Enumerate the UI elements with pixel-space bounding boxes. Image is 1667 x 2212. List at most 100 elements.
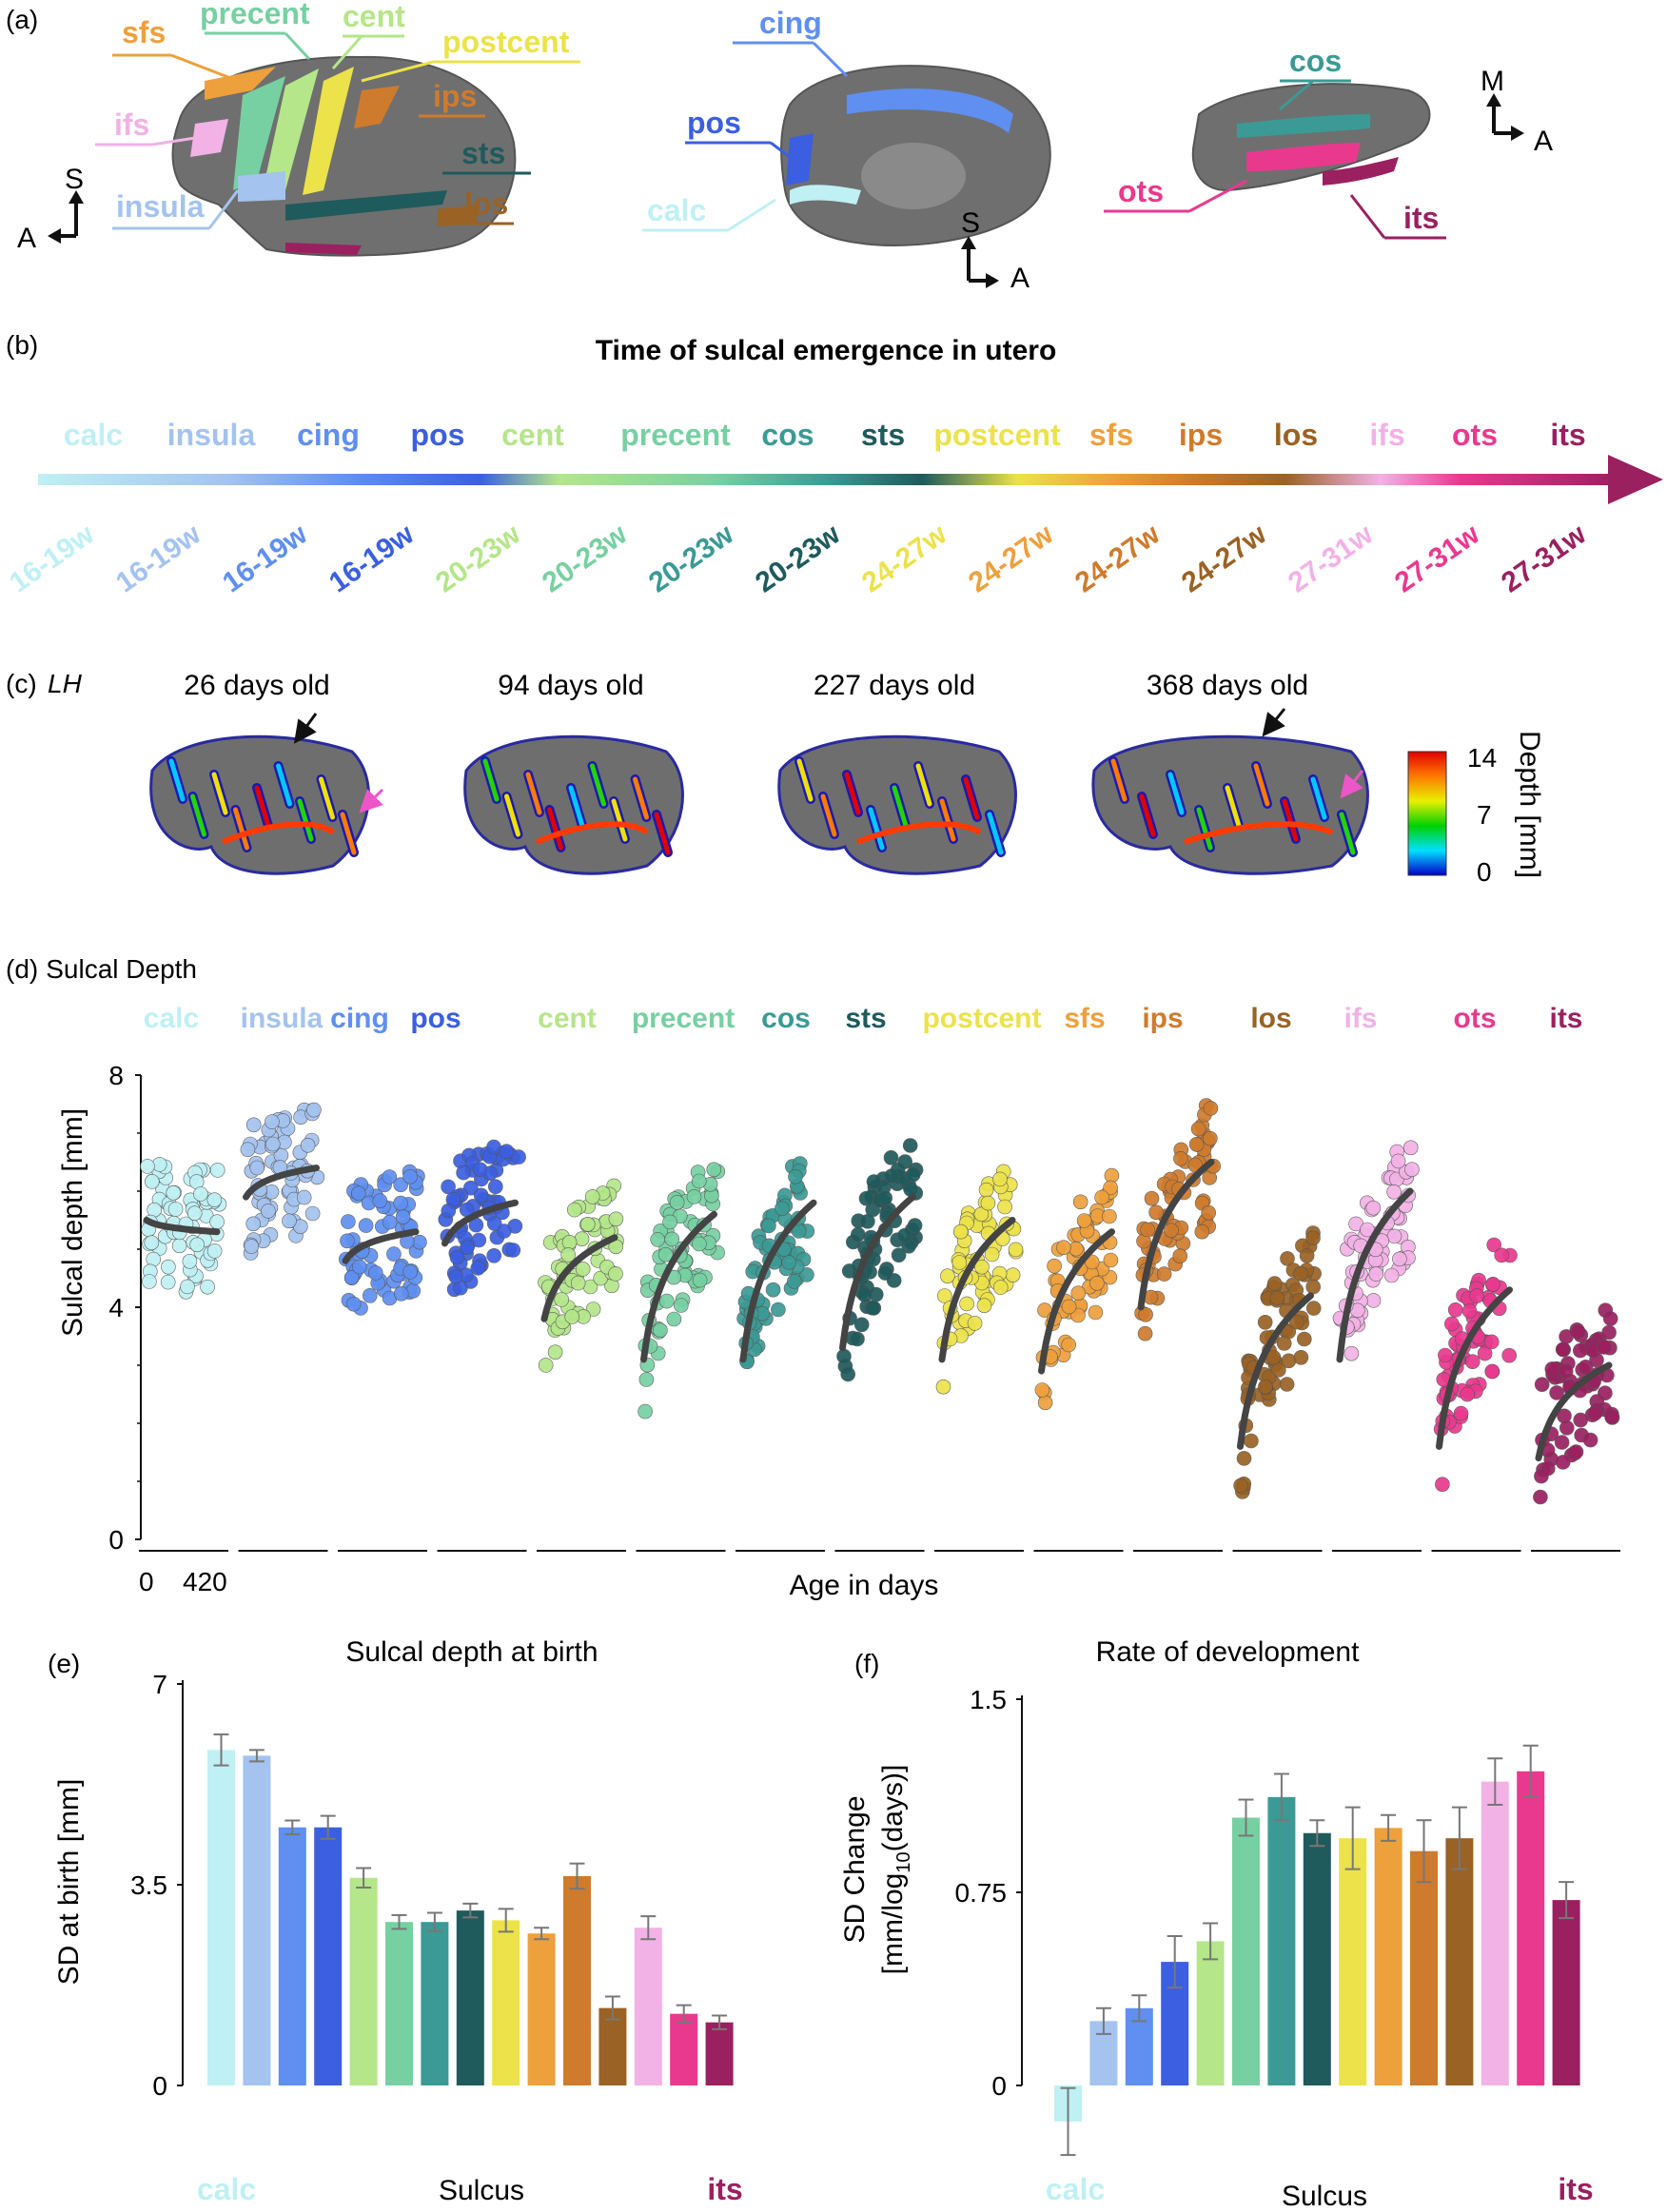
panel-e-letter: (e) (48, 1649, 80, 1678)
orientation-lateral: S A (17, 164, 84, 254)
bar-e-last-label: its (707, 2172, 742, 2206)
scatter-point-pos (499, 1144, 515, 1159)
scatter-point-precent (673, 1298, 689, 1313)
scatter-point-ips (1188, 1137, 1205, 1152)
label-sfs: sfs (122, 15, 166, 49)
depth-streak (1282, 798, 1299, 842)
scatter-point-cing (343, 1270, 360, 1285)
scatter-point-cing (393, 1195, 408, 1211)
scatter-fit-los (1237, 1292, 1314, 1450)
scatter-point-cent (570, 1275, 586, 1291)
scatter-point-cos (765, 1282, 781, 1298)
scatter-point-insula (240, 1142, 256, 1157)
scatter-point-sfs (1069, 1241, 1084, 1257)
timeline-arrow (38, 455, 1663, 504)
timeline-week-postcent: 24-27w (856, 519, 952, 599)
label-ots: ots (1118, 174, 1164, 208)
scatter-point-cent (564, 1309, 580, 1324)
timeline-name-calc: calc (64, 418, 123, 452)
scatter-point-sts (853, 1317, 870, 1333)
scatter-point-sfs (1089, 1276, 1105, 1291)
scatter-point-los (1244, 1433, 1259, 1449)
panel-a-letter: (a) (6, 5, 38, 34)
scatter-point-cos (761, 1218, 776, 1234)
scatter-point-calc (171, 1238, 187, 1254)
scatter-point-sts (907, 1218, 923, 1233)
scatter-point-ips (1144, 1190, 1160, 1206)
scatter-point-sts (856, 1287, 873, 1302)
scatter-point-its (1558, 1363, 1574, 1379)
fChart-y-tick-label: 0.75 (955, 1878, 1008, 1908)
scatter-point-cos (781, 1255, 797, 1270)
bar-f-first-label: calc (1046, 2172, 1105, 2206)
depth-brain-2: 94 days old (463, 670, 684, 875)
scatter-point-cos (788, 1169, 803, 1184)
scatter-point-cing (362, 1288, 378, 1303)
eChart-bar-precent (385, 1922, 413, 2085)
timeline-week-insula: 16-19w (110, 519, 206, 599)
label-its: its (1403, 201, 1439, 235)
scatter-point-precent (650, 1232, 666, 1247)
scatter-point-pos (472, 1162, 488, 1177)
depth-streak (1253, 763, 1270, 807)
scatter-point-calc (166, 1185, 181, 1201)
timeline-week-pos: 16-19w (324, 519, 420, 599)
scatter-point-ifs (1365, 1200, 1382, 1216)
scatter-point-los (1279, 1377, 1295, 1392)
scatter-point-pos (448, 1268, 463, 1284)
scatter-point-its (1544, 1361, 1560, 1377)
depth-streak (297, 798, 314, 842)
scatter-point-postcent (935, 1379, 951, 1395)
scatter-point-ots (1469, 1288, 1484, 1303)
scatter-point-los (1293, 1265, 1308, 1282)
depth-streak (547, 807, 563, 851)
timeline-week-los: 24-27w (1176, 519, 1272, 599)
scatter-point-precent (638, 1372, 655, 1387)
label-ifs: ifs (114, 108, 149, 142)
orient-a-1: A (17, 223, 36, 254)
scatter-point-calc (182, 1254, 198, 1269)
bar-f-title: Rate of development (1096, 1636, 1361, 1668)
depth-streak (504, 793, 520, 837)
scatter-point-sts (903, 1182, 918, 1197)
scatter-point-cos (786, 1274, 802, 1289)
medial-cing-patch (847, 88, 1013, 133)
eChart-bar-ifs (634, 1928, 662, 2085)
scatter-point-its (1582, 1432, 1598, 1448)
scatter-point-insula (306, 1102, 322, 1118)
scatter-point-cing (395, 1209, 411, 1224)
scatter-point-pos (487, 1179, 503, 1194)
scatter-xlabel: Age in days (790, 1570, 939, 1601)
label-cent: cent (343, 0, 405, 33)
scatter-point-ots (1485, 1277, 1500, 1292)
scatter-name-sfs: sfs (1064, 1003, 1105, 1034)
scatter-y-tick-label: 4 (108, 1293, 124, 1322)
scatter-point-ots (1460, 1386, 1475, 1402)
scatter-point-los (1305, 1279, 1321, 1295)
scatter-point-postcent (992, 1171, 1008, 1187)
depth-streak (939, 798, 956, 842)
scatter-point-cent (608, 1266, 623, 1282)
scatter-fit-cos (739, 1199, 817, 1363)
bar-f-ylabel: SD Change (839, 1795, 871, 1943)
scatter-point-precent (692, 1272, 708, 1288)
depth-brain-3: 227 days old (777, 670, 1017, 875)
scatter-point-sfs (1070, 1285, 1087, 1301)
scatter-point-los (1305, 1230, 1321, 1245)
fChart-bar-los (1445, 1838, 1474, 2085)
scatter-point-calc (145, 1174, 160, 1189)
scatter-point-postcent (1008, 1242, 1024, 1258)
scatter-fit-sfs (1038, 1228, 1115, 1375)
scatter-point-insula (304, 1205, 321, 1222)
depth-streak (633, 776, 649, 820)
scatter-point-sfs (1076, 1213, 1092, 1228)
age-label-2: 94 days old (498, 670, 643, 701)
hemisphere-label: LH (48, 669, 83, 698)
lateral-postcent-patch (303, 67, 354, 195)
depth-streak (1139, 793, 1156, 837)
lateral-ifs-patch (190, 119, 228, 157)
fChart-bar-ots (1517, 1771, 1545, 2085)
scatter-point-sfs (1061, 1299, 1077, 1315)
timeline-week-ifs: 27-31w (1283, 519, 1379, 599)
scatter-fit-ips (1137, 1159, 1215, 1311)
